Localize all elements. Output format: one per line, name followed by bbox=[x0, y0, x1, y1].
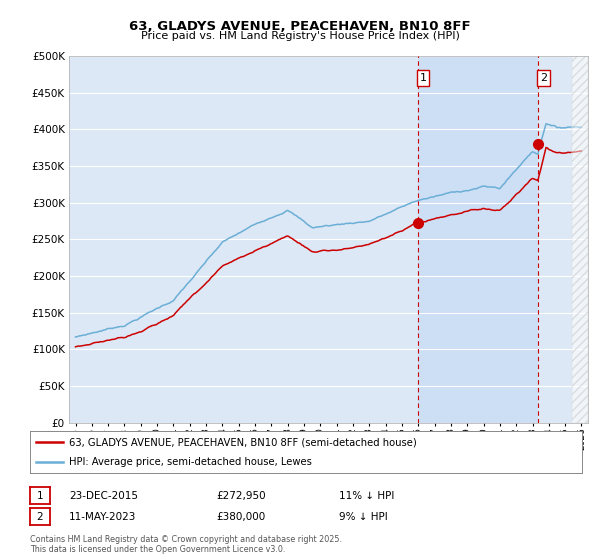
Text: 9% ↓ HPI: 9% ↓ HPI bbox=[339, 512, 388, 522]
Bar bbox=[418, 56, 538, 423]
Text: 63, GLADYS AVENUE, PEACEHAVEN, BN10 8FF: 63, GLADYS AVENUE, PEACEHAVEN, BN10 8FF bbox=[129, 20, 471, 32]
Text: 1: 1 bbox=[419, 73, 427, 83]
Text: 1: 1 bbox=[37, 491, 43, 501]
Text: 2: 2 bbox=[37, 512, 43, 522]
Text: Contains HM Land Registry data © Crown copyright and database right 2025.
This d: Contains HM Land Registry data © Crown c… bbox=[30, 535, 342, 554]
Text: 63, GLADYS AVENUE, PEACEHAVEN, BN10 8FF (semi-detached house): 63, GLADYS AVENUE, PEACEHAVEN, BN10 8FF … bbox=[68, 437, 416, 447]
Bar bbox=[572, 56, 588, 423]
Text: Price paid vs. HM Land Registry's House Price Index (HPI): Price paid vs. HM Land Registry's House … bbox=[140, 31, 460, 41]
Text: £272,950: £272,950 bbox=[216, 491, 266, 501]
Text: 23-DEC-2015: 23-DEC-2015 bbox=[69, 491, 138, 501]
Text: 2: 2 bbox=[540, 73, 547, 83]
Text: 11% ↓ HPI: 11% ↓ HPI bbox=[339, 491, 394, 501]
Text: HPI: Average price, semi-detached house, Lewes: HPI: Average price, semi-detached house,… bbox=[68, 457, 311, 466]
Text: £380,000: £380,000 bbox=[216, 512, 265, 522]
Text: 11-MAY-2023: 11-MAY-2023 bbox=[69, 512, 136, 522]
